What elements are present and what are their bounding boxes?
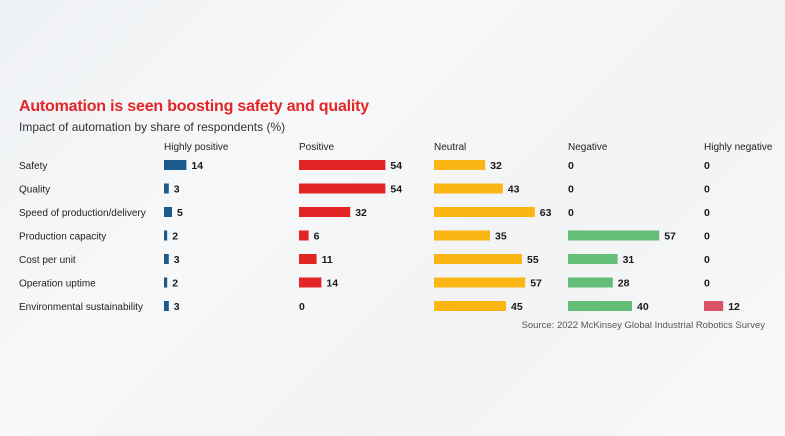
data-label: 55 (527, 254, 539, 266)
series-header: Neutral (434, 142, 466, 153)
category-label: Environmental sustainability (19, 302, 143, 313)
source-note: Source: 2022 McKinsey Global Industrial … (521, 320, 765, 331)
data-label: 45 (511, 301, 523, 313)
series-header: Negative (568, 142, 608, 153)
data-label: 43 (508, 184, 520, 196)
data-label: 0 (568, 160, 574, 172)
data-label: 32 (355, 207, 367, 219)
bar (299, 207, 351, 217)
data-label: 0 (704, 160, 710, 172)
data-label: 54 (390, 160, 402, 172)
data-label: 57 (530, 278, 542, 290)
data-label: 28 (618, 278, 630, 290)
data-label: 12 (728, 301, 740, 313)
data-label: 11 (322, 254, 333, 266)
series-header: Highly negative (704, 142, 773, 153)
data-label: 14 (191, 160, 203, 172)
series-header: Highly positive (164, 142, 229, 153)
data-label: 3 (174, 184, 180, 196)
data-label: 14 (326, 278, 338, 290)
category-label: Cost per unit (19, 255, 76, 266)
series-header: Positive (299, 142, 334, 153)
bar (434, 277, 526, 288)
data-label: 6 (314, 231, 320, 243)
bar (164, 277, 168, 288)
bar (164, 301, 169, 311)
bar (299, 160, 386, 170)
data-label: 0 (704, 184, 710, 196)
bar (434, 183, 503, 194)
data-label: 0 (704, 207, 710, 219)
bar (434, 254, 522, 264)
data-label: 0 (704, 278, 710, 290)
bar (434, 207, 535, 217)
bar (164, 183, 169, 194)
data-label: 31 (623, 254, 635, 266)
data-label: 0 (299, 301, 305, 313)
data-label: 40 (637, 301, 649, 313)
data-label: 63 (540, 207, 552, 219)
bar (164, 230, 168, 241)
data-label: 3 (174, 301, 180, 313)
bar (568, 230, 660, 241)
category-label: Quality (19, 185, 50, 196)
bar (704, 301, 724, 311)
bar (299, 230, 309, 241)
data-label: 2 (172, 231, 178, 243)
category-label: Production capacity (19, 232, 106, 243)
data-label: 32 (490, 160, 502, 172)
data-label: 2 (172, 278, 178, 290)
chart-title: Automation is seen boosting safety and q… (19, 98, 369, 115)
data-label: 0 (704, 254, 710, 266)
category-label: Safety (19, 161, 47, 172)
bar (568, 254, 618, 264)
data-label: 54 (390, 184, 402, 196)
data-label: 35 (495, 231, 507, 243)
category-label: Speed of production/delivery (19, 208, 146, 219)
chart-subtitle: Impact of automation by share of respond… (19, 120, 286, 134)
bar (434, 301, 506, 311)
data-label: 5 (177, 207, 183, 219)
bar (164, 160, 187, 170)
bar (299, 277, 322, 288)
category-label: Operation uptime (19, 279, 96, 290)
bar (568, 301, 632, 311)
bar (568, 277, 613, 288)
data-label: 0 (568, 207, 574, 219)
bar (299, 183, 386, 194)
bar (434, 160, 486, 170)
bar (434, 230, 490, 241)
data-label: 57 (664, 231, 676, 243)
data-label: 0 (704, 231, 710, 243)
bar (164, 254, 169, 264)
data-label: 3 (174, 254, 180, 266)
data-label: 0 (568, 184, 574, 196)
bar (164, 207, 172, 217)
bar (299, 254, 317, 264)
